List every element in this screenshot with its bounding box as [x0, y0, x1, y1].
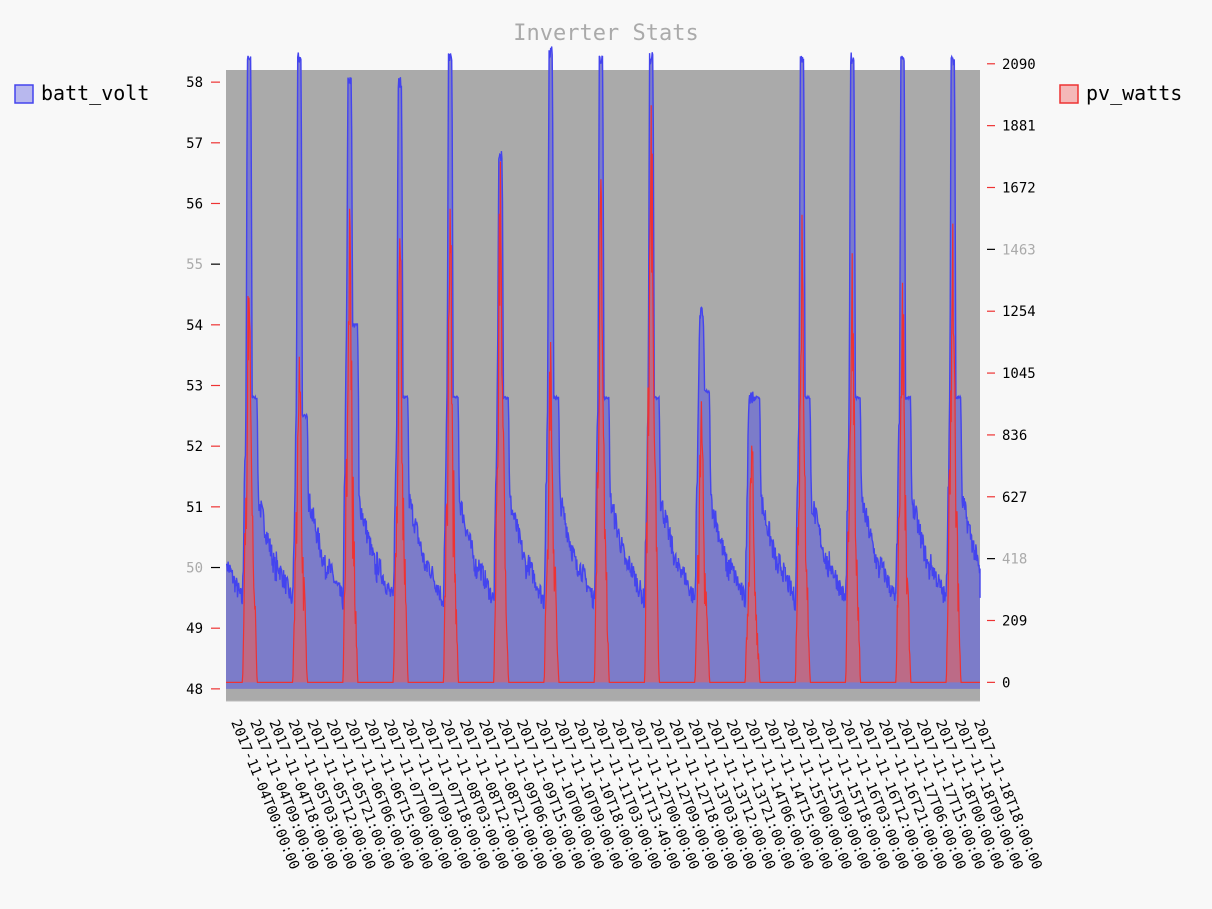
- series-layer: [226, 46, 981, 689]
- legend-pv-watts[interactable]: pv_watts: [1059, 81, 1182, 105]
- right-tick-label: 1672: [1002, 180, 1036, 196]
- right-tick-label: 0: [1002, 675, 1010, 691]
- right-tick-label: 1254: [1002, 304, 1036, 320]
- x-axis: 2017-11-04T00:00:002017-11-04T09:00:0020…: [227, 718, 1045, 872]
- left-tick-label: 51: [186, 500, 203, 516]
- right-tick-label: 627: [1002, 490, 1027, 506]
- right-tick-label: 1463: [1002, 242, 1036, 258]
- right-tick-label: 2090: [1002, 57, 1036, 73]
- left-tick-label: 53: [186, 379, 203, 395]
- left-tick-label: 57: [186, 136, 203, 152]
- right-tick-label: 418: [1002, 552, 1027, 568]
- right-tick-label: 1045: [1002, 366, 1036, 382]
- left-tick-label: 52: [186, 439, 203, 455]
- legend-batt-volt-label: batt_volt: [41, 81, 149, 105]
- right-y-axis: 0 209 418 627 836 1045 1254 1463 1672 1881 2090: [987, 57, 1036, 691]
- left-y-axis: 48 49 50 51 52 53 54 55 56 57 58: [186, 75, 220, 698]
- legend-batt-volt[interactable]: batt_volt: [14, 81, 149, 105]
- left-tick-label: 55: [186, 257, 203, 273]
- chart-title: Inverter Stats: [513, 21, 698, 46]
- left-tick-label: 50: [186, 561, 203, 577]
- left-tick-label: 58: [186, 75, 203, 91]
- left-tick-label: 49: [186, 621, 203, 637]
- pv-watts-area: [226, 105, 980, 683]
- legend-batt-volt-swatch: [14, 84, 34, 104]
- right-tick-label: 836: [1002, 428, 1027, 444]
- right-tick-label: 209: [1002, 613, 1027, 629]
- batt-volt-line: [226, 46, 981, 611]
- legend-pv-watts-swatch: [1059, 84, 1079, 104]
- pv-watts-line: [226, 105, 980, 683]
- left-tick-label: 56: [186, 196, 203, 212]
- right-tick-label: 1881: [1002, 119, 1036, 135]
- left-tick-label: 48: [186, 682, 203, 698]
- left-tick-label: 54: [186, 318, 203, 334]
- legend-pv-watts-label: pv_watts: [1086, 81, 1182, 105]
